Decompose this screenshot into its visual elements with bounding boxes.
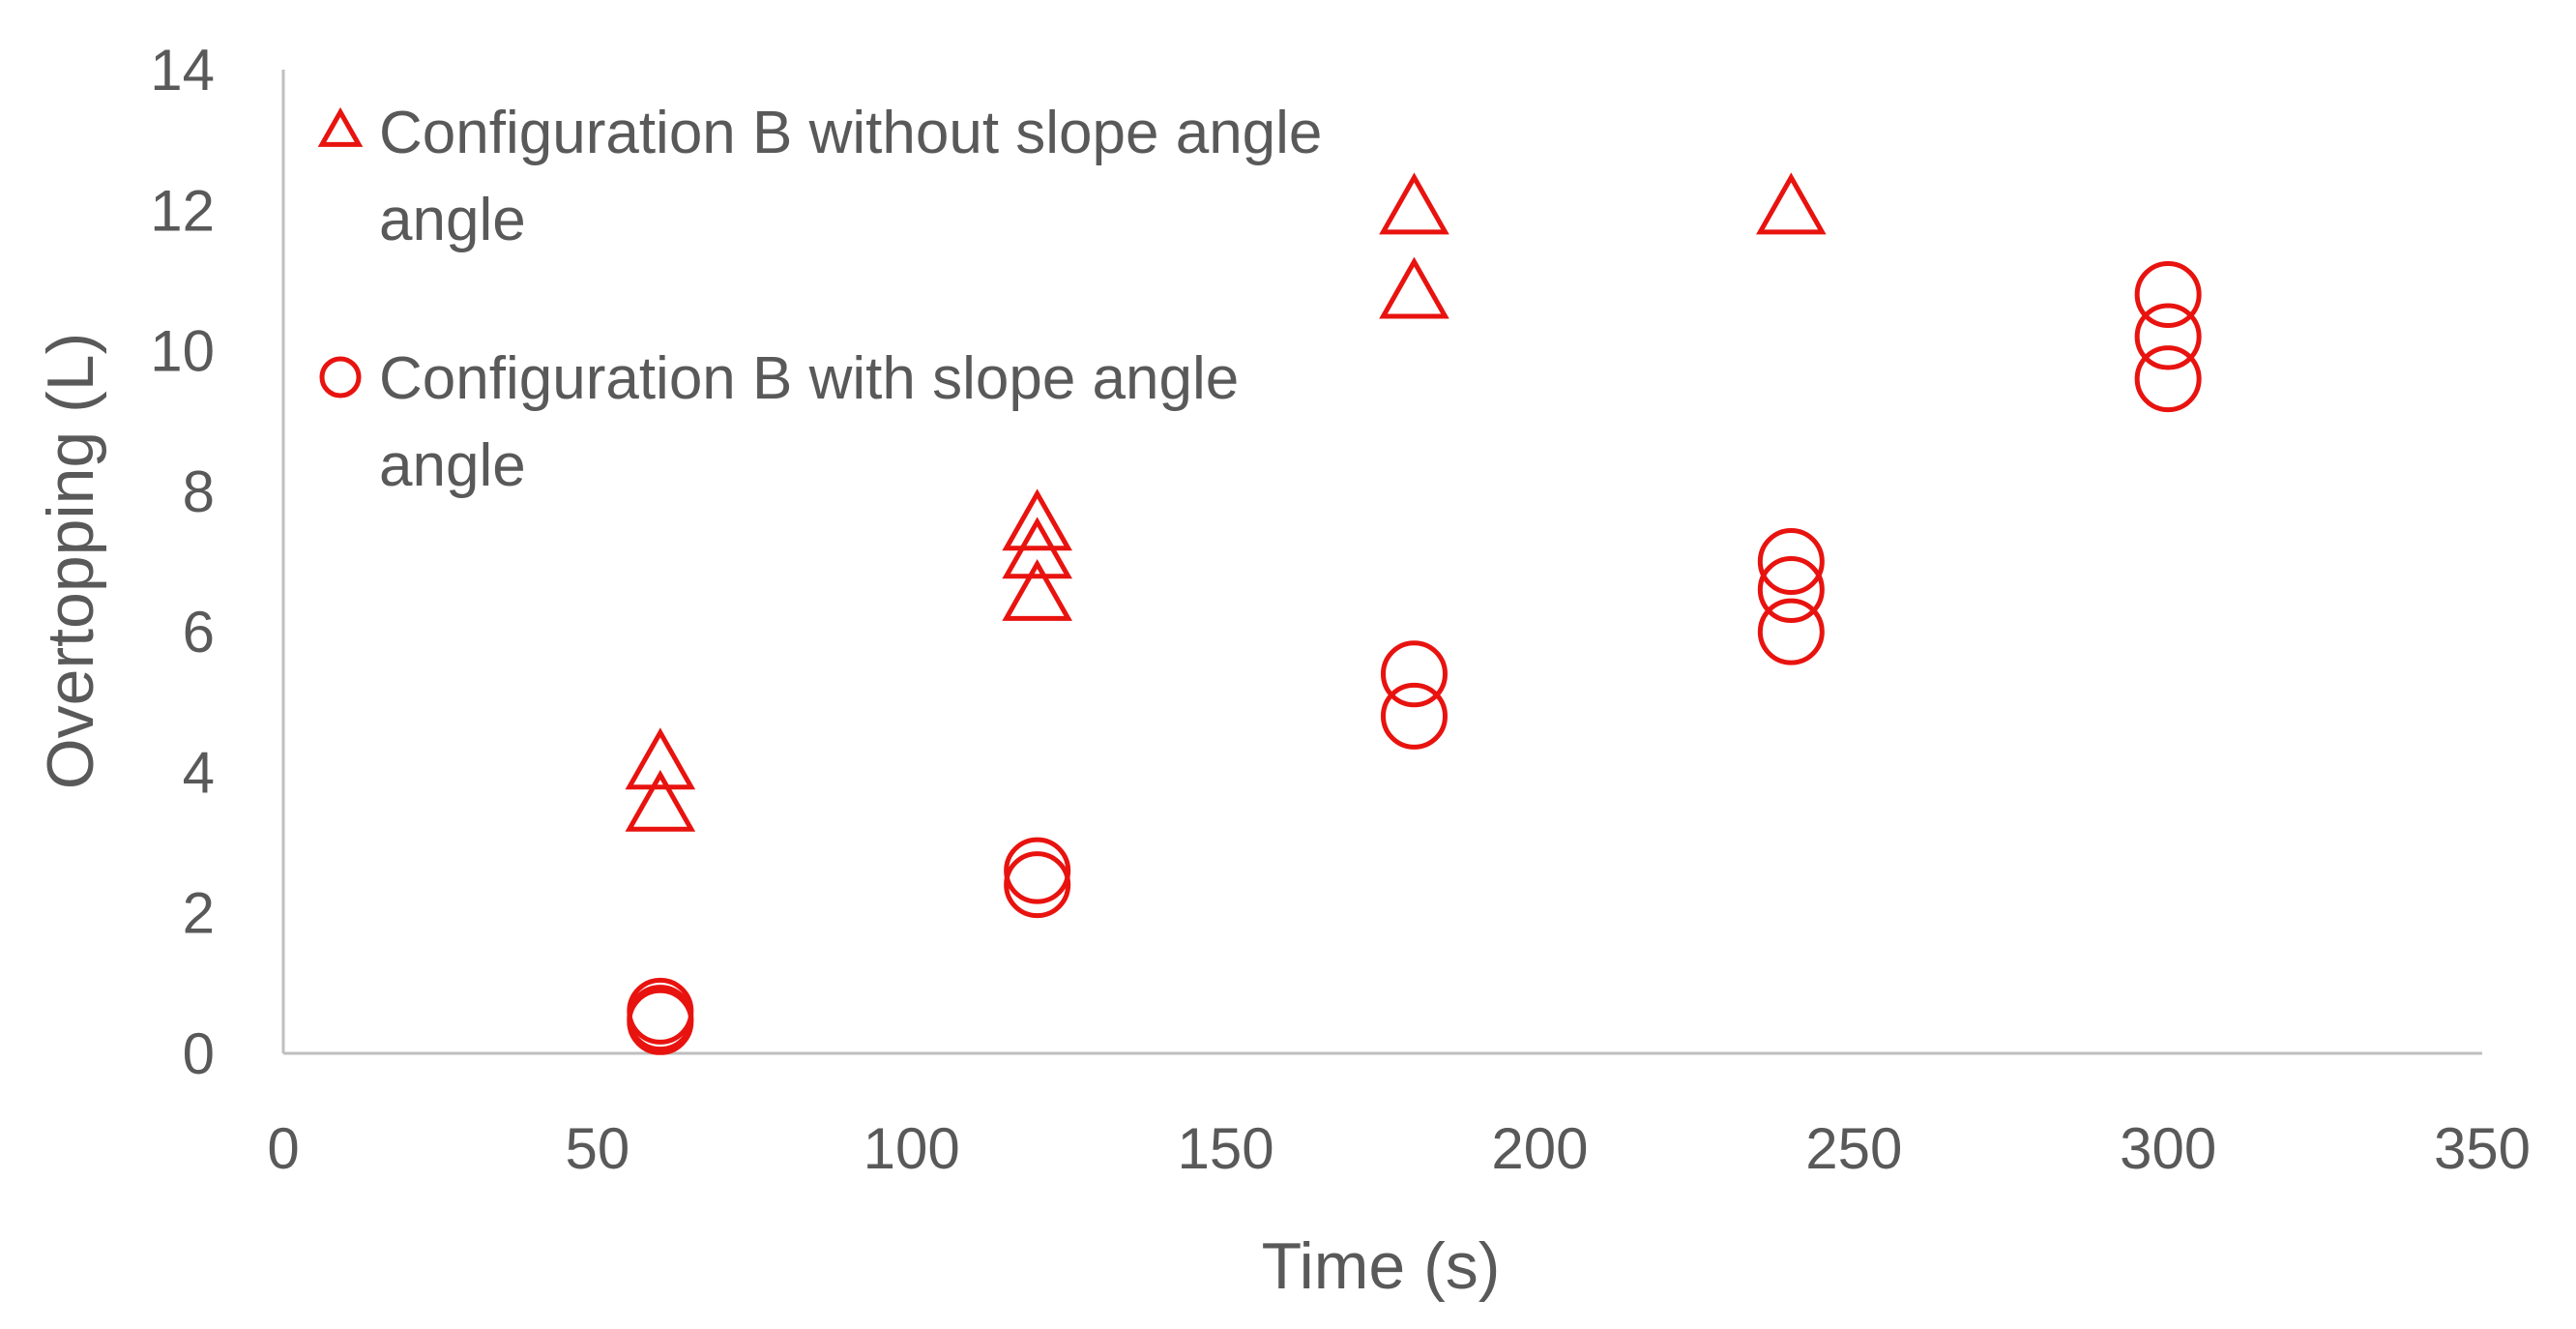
triangle-point [1379,256,1449,319]
circle-point [627,988,694,1055]
circle-point [1757,598,1825,665]
x-tick-label: 250 [1805,1116,1902,1181]
legend-label: angle [379,432,526,499]
y-tick-label: 4 [183,740,215,805]
x-tick-label: 200 [1491,1116,1588,1181]
series-without-slope [625,172,1827,832]
x-tick-label: 100 [864,1116,960,1181]
y-tick-labels: 0 2 4 6 8 10 12 14 [150,38,215,1086]
x-tick-label: 350 [2434,1116,2531,1181]
triangle-point [1002,558,1072,621]
y-tick-label: 6 [183,600,215,664]
circle-point [1004,851,1071,919]
series-with-slope [627,260,2202,1055]
legend-triangle-marker [317,106,364,147]
y-axis-title: Overtopping (L) [34,333,107,789]
data-points [625,172,2202,1055]
triangle-point [1002,488,1072,551]
y-tick-label: 14 [150,38,215,103]
axes [281,70,2482,1055]
circle-point [1757,556,1825,624]
y-tick-label: 12 [150,178,215,243]
y-tick-label: 10 [150,319,215,384]
x-tick-label: 150 [1178,1116,1274,1181]
circle-point [1004,837,1071,904]
x-tick-labels: 0 50 100 150 200 250 300 350 [267,1116,2531,1181]
circle-point [1757,528,1825,595]
y-tick-label: 0 [183,1021,215,1086]
triangle-point [1756,172,1827,235]
legend-label: Configuration B with slope angle [379,345,1239,412]
circle-point [1380,640,1448,708]
circle-point [2134,260,2202,328]
legend-label: Configuration B without slope angle [379,100,1322,166]
x-tick-label: 50 [565,1116,629,1181]
triangle-point [1379,172,1449,235]
y-tick-label: 2 [183,881,215,946]
x-tick-label: 300 [2120,1116,2216,1181]
legend-item: Configuration B with slope angle angle [319,345,1239,499]
circle-point [1380,682,1448,750]
triangle-point [625,727,696,790]
y-tick-label: 8 [183,459,215,524]
legend-item: Configuration B without slope angle angle [317,100,1322,253]
circle-point [2134,303,2202,370]
legend: Configuration B without slope angle angle… [317,100,1322,499]
legend-label: angle [379,187,526,253]
triangle-point [1002,517,1072,579]
x-axis-title: Time (s) [1262,1229,1501,1303]
legend-circle-marker [319,356,362,399]
circle-point [2134,345,2202,413]
triangle-point [625,769,696,832]
x-tick-label: 0 [267,1116,299,1181]
